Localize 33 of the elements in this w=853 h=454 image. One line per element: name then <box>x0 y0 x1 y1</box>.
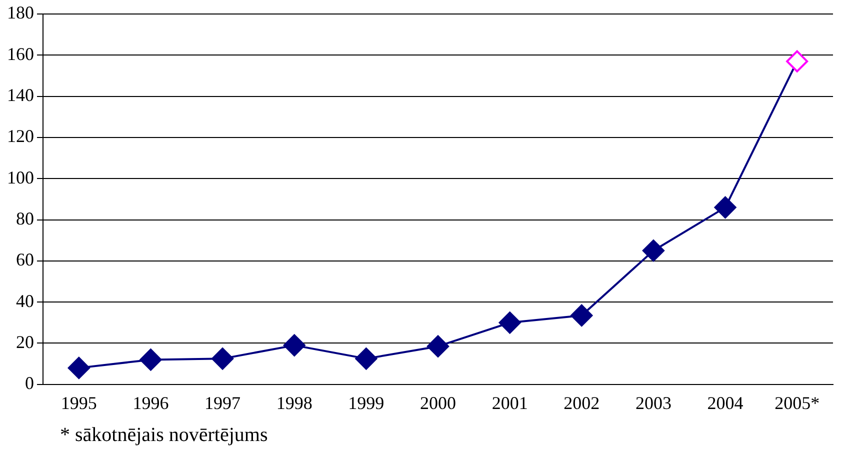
point <box>68 356 90 379</box>
x-tick-label: 2001 <box>492 392 528 413</box>
point <box>212 348 234 370</box>
x-tick-label: 1999 <box>348 392 384 413</box>
x-tick-label: 2000 <box>420 392 456 413</box>
y-tick-label: 40 <box>16 290 34 311</box>
y-tick-label: 0 <box>25 373 34 394</box>
x-tick-label: 1997 <box>204 392 241 413</box>
y-tick-label: 140 <box>7 85 34 106</box>
x-tick-label: 2004 <box>707 392 744 413</box>
y-tick-label: 120 <box>7 126 34 146</box>
x-tick-label: 1995 <box>60 392 97 413</box>
point <box>140 348 162 371</box>
x-tick-label: 2005* <box>774 392 820 413</box>
x-tick-label: 1998 <box>276 392 312 413</box>
y-tick-label: 60 <box>16 250 34 270</box>
y-tick-label: 100 <box>7 167 34 188</box>
point <box>570 304 593 326</box>
x-tick-label: 2003 <box>635 392 672 413</box>
x-tick-label: 2002 <box>564 392 600 413</box>
point <box>786 50 808 72</box>
point <box>427 335 449 358</box>
point <box>642 240 664 262</box>
text: * sākotnējais novērtējums <box>60 424 268 447</box>
point <box>355 348 378 370</box>
y-tick-label: 80 <box>16 208 34 229</box>
x-tick-label: 1996 <box>132 392 169 413</box>
y-tick-label: 160 <box>7 44 34 64</box>
y-tick-label: 180 <box>7 2 34 23</box>
point <box>498 312 521 334</box>
point <box>283 334 306 356</box>
point <box>714 196 736 218</box>
y-tick-label: 20 <box>16 332 34 352</box>
